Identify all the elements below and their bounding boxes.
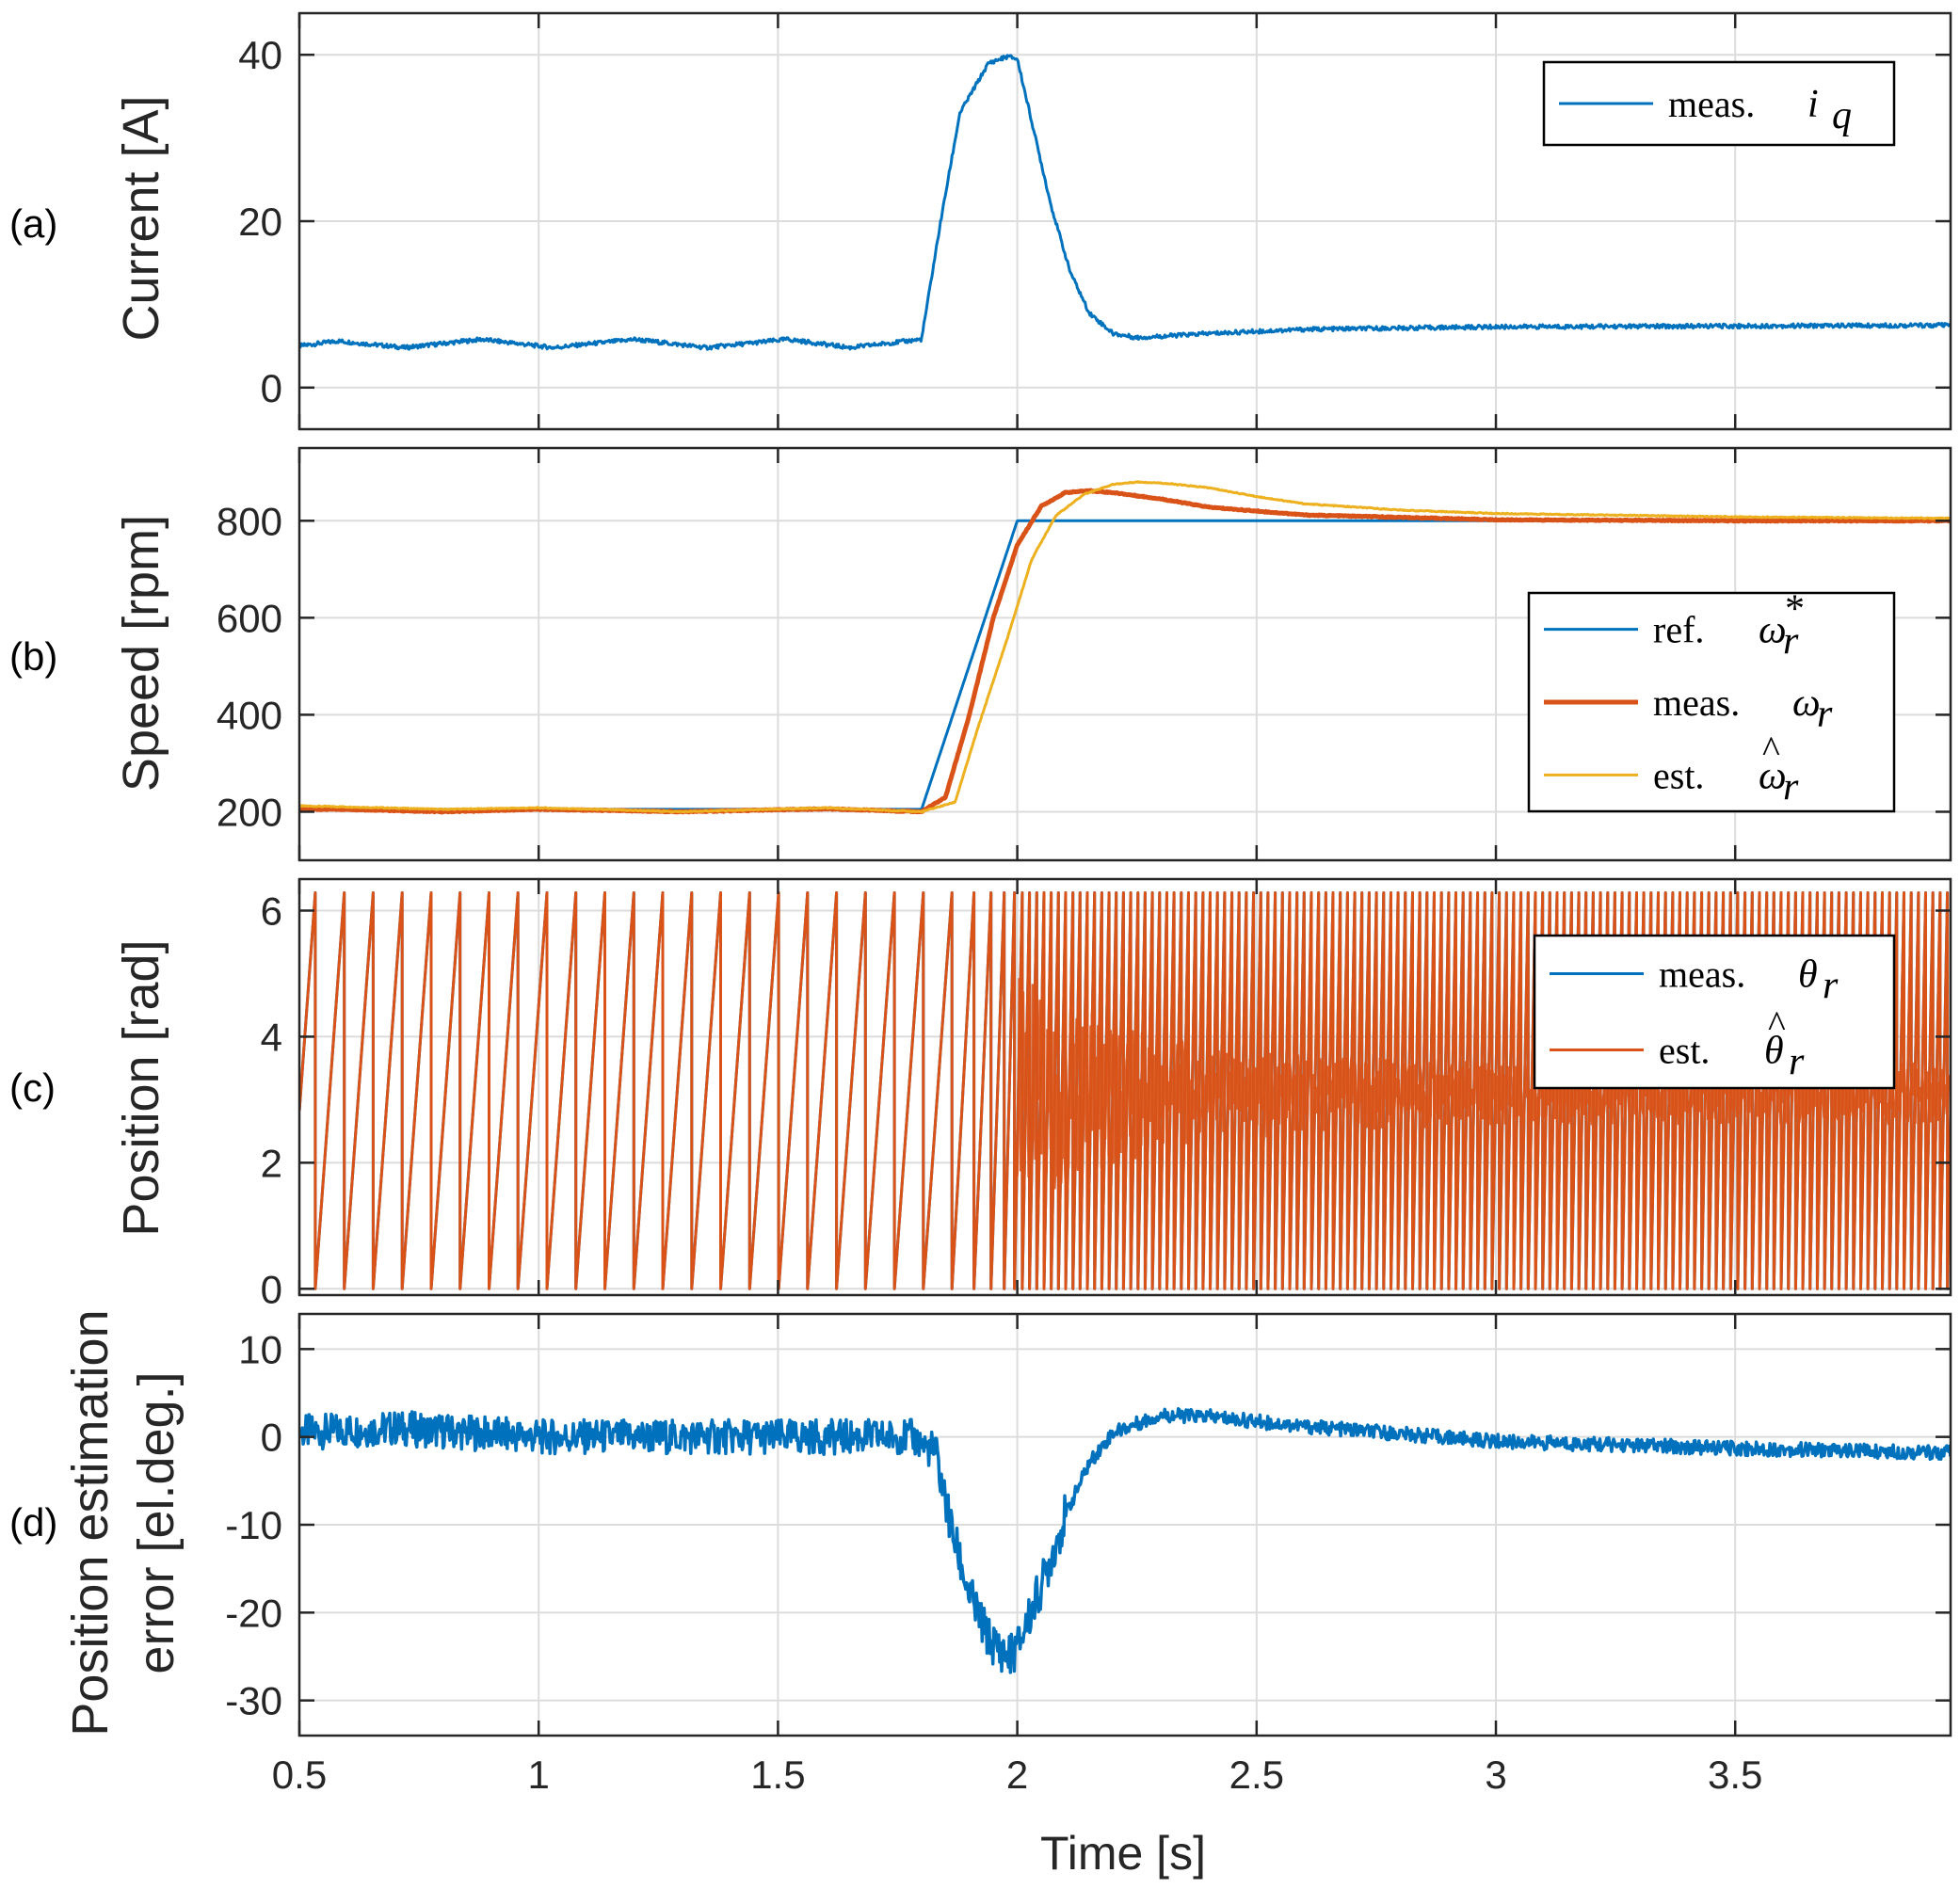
y-tick-label: 600 (217, 596, 282, 640)
legend-symbol: i (1807, 83, 1819, 126)
panel-label-d: (d) (9, 1500, 57, 1545)
axes-box (297, 446, 1952, 862)
legend-hat: ^ (1768, 1003, 1786, 1046)
series-line-0 (299, 54, 1951, 351)
y-tick-label: 0 (261, 1267, 282, 1311)
legend-subscript: r (1789, 1041, 1805, 1084)
y-axis-label-position: Position [rad] (113, 939, 169, 1236)
y-tick-label: 400 (217, 693, 282, 737)
y-axis-label-current: Current [A] (113, 95, 169, 341)
y-axis-label-error-line2: error [el.deg.] (128, 1371, 185, 1673)
y-tick-label: 10 (238, 1327, 282, 1371)
y-tick-label: 0 (261, 366, 282, 410)
y-axis-label-error-line1: Position estimation (62, 1309, 119, 1736)
legend-symbol: θ (1764, 1030, 1784, 1073)
x-tick-label: 2 (1006, 1753, 1028, 1797)
axes-box (297, 877, 1952, 1297)
x-tick-label: 1 (528, 1753, 550, 1797)
x-tick-label: 1.5 (750, 1753, 805, 1797)
y-tick-label: 6 (261, 888, 282, 933)
panel-a-current: (a) Current [A] 0 20 40 meas. i q (9, 11, 1952, 431)
x-tick-label: 2.5 (1229, 1753, 1284, 1797)
y-tick-label: -20 (225, 1591, 282, 1635)
y-tick-label: 800 (217, 499, 282, 543)
legend-symbol: θ (1798, 953, 1818, 997)
legend-label: meas. (1653, 681, 1740, 724)
panel-label-a: (a) (9, 201, 57, 246)
legend-superscript: * (1783, 588, 1803, 632)
legend-label: est. (1659, 1030, 1710, 1072)
legend-label: meas. (1668, 83, 1755, 125)
panel-label-b: (b) (9, 634, 57, 679)
y-tick-label: -10 (225, 1503, 282, 1547)
panel-label-c: (c) (9, 1065, 56, 1110)
x-tick-label: 3.5 (1708, 1753, 1762, 1797)
legend-hat: ^ (1762, 728, 1780, 770)
y-tick-label: 40 (238, 33, 282, 77)
y-tick-label: 0 (261, 1416, 282, 1460)
legend-symbol: ω (1792, 681, 1821, 725)
y-tick-label: 20 (238, 200, 282, 244)
x-tick-label: 3 (1485, 1753, 1506, 1797)
y-tick-label: 200 (217, 790, 282, 834)
y-tick-label: 4 (261, 1015, 282, 1059)
legend-symbol: ω (1759, 609, 1787, 652)
x-tick-label: 0.5 (272, 1753, 327, 1797)
legend-subscript: r (1817, 693, 1833, 736)
series-line-0 (299, 1407, 1951, 1674)
legend-label: meas. (1659, 953, 1745, 996)
y-tick-label: 2 (261, 1141, 282, 1185)
panel-d-error: (d) Position estimation error [el.deg.] … (9, 1309, 1952, 1880)
legend-label: ref. (1653, 609, 1704, 651)
legend-subscript: r (1783, 620, 1799, 664)
legend-box (1533, 934, 1896, 1090)
series-line-1 (299, 488, 1951, 815)
legend-label: est. (1653, 754, 1704, 796)
legend-subscript: r (1783, 765, 1799, 808)
series-line-1 (299, 891, 1951, 1290)
legend-subscript: r (1823, 965, 1839, 1008)
y-axis-label-speed: Speed [rpm] (113, 515, 169, 792)
legend-subscript: q (1832, 94, 1852, 137)
legend-symbol: ω (1759, 754, 1787, 797)
series-line-2 (299, 480, 1951, 814)
x-axis-label: Time [s] (1040, 1827, 1206, 1880)
y-tick-label: -30 (225, 1679, 282, 1723)
